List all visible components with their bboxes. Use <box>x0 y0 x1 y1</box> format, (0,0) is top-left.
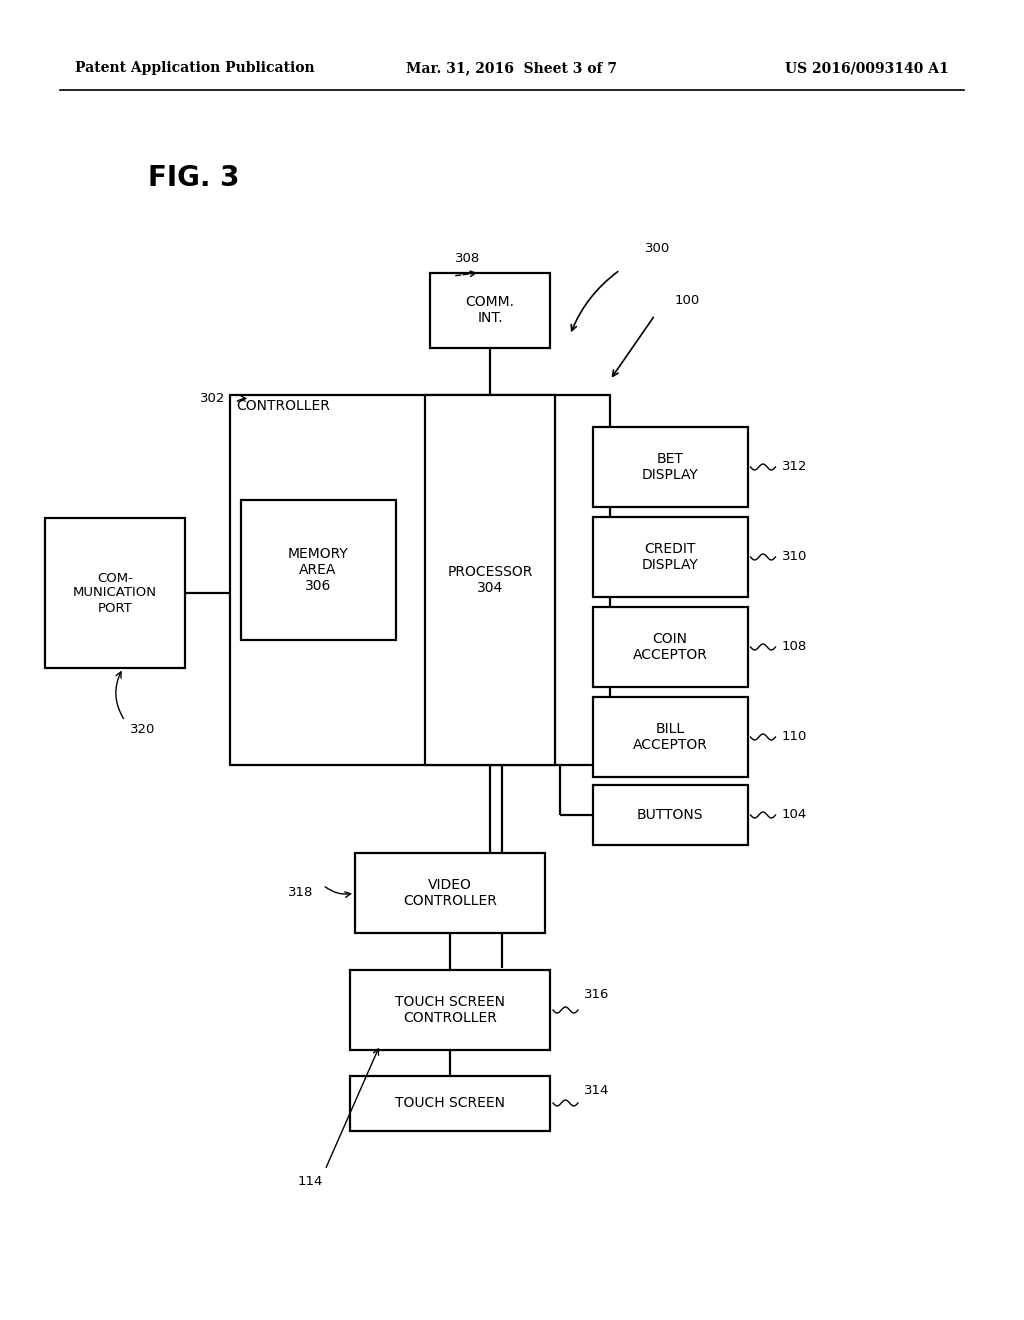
Bar <box>430 272 550 347</box>
Text: 316: 316 <box>584 989 609 1002</box>
Bar <box>593 697 748 777</box>
Bar <box>593 426 748 507</box>
Bar <box>350 970 550 1049</box>
Text: COM-
MUNICATION
PORT: COM- MUNICATION PORT <box>73 572 157 615</box>
Bar <box>593 607 748 686</box>
Text: COIN
ACCEPTOR: COIN ACCEPTOR <box>633 632 708 663</box>
Text: CONTROLLER: CONTROLLER <box>236 399 330 413</box>
Bar <box>350 1076 550 1130</box>
Bar <box>355 853 545 933</box>
Text: Patent Application Publication: Patent Application Publication <box>75 61 314 75</box>
Text: FIG. 3: FIG. 3 <box>148 164 240 191</box>
Text: 300: 300 <box>645 242 671 255</box>
Text: 114: 114 <box>297 1175 323 1188</box>
Text: CREDIT
DISPLAY: CREDIT DISPLAY <box>642 543 698 572</box>
Text: 108: 108 <box>781 640 807 653</box>
Text: COMM.
INT.: COMM. INT. <box>466 294 514 325</box>
Bar <box>593 785 748 845</box>
Text: 308: 308 <box>455 252 480 264</box>
Text: PROCESSOR
304: PROCESSOR 304 <box>447 565 532 595</box>
Text: TOUCH SCREEN: TOUCH SCREEN <box>395 1096 505 1110</box>
Text: 302: 302 <box>200 392 225 404</box>
Text: Mar. 31, 2016  Sheet 3 of 7: Mar. 31, 2016 Sheet 3 of 7 <box>407 61 617 75</box>
Text: VIDEO
CONTROLLER: VIDEO CONTROLLER <box>403 878 497 908</box>
Text: 320: 320 <box>130 723 156 737</box>
Text: BILL
ACCEPTOR: BILL ACCEPTOR <box>633 722 708 752</box>
Text: MEMORY
AREA
306: MEMORY AREA 306 <box>288 546 348 593</box>
Bar <box>425 395 555 766</box>
Bar <box>45 517 185 668</box>
Text: BET
DISPLAY: BET DISPLAY <box>642 451 698 482</box>
Bar <box>241 500 395 640</box>
Text: 100: 100 <box>675 293 700 306</box>
Bar <box>593 517 748 597</box>
Text: 318: 318 <box>288 887 313 899</box>
Text: 310: 310 <box>781 550 807 564</box>
Text: BUTTONS: BUTTONS <box>637 808 703 822</box>
Text: 110: 110 <box>781 730 807 743</box>
Text: US 2016/0093140 A1: US 2016/0093140 A1 <box>785 61 949 75</box>
Text: 312: 312 <box>781 461 807 474</box>
Bar <box>230 395 610 766</box>
Text: TOUCH SCREEN
CONTROLLER: TOUCH SCREEN CONTROLLER <box>395 995 505 1026</box>
Text: 314: 314 <box>584 1085 609 1097</box>
Text: 104: 104 <box>781 808 807 821</box>
